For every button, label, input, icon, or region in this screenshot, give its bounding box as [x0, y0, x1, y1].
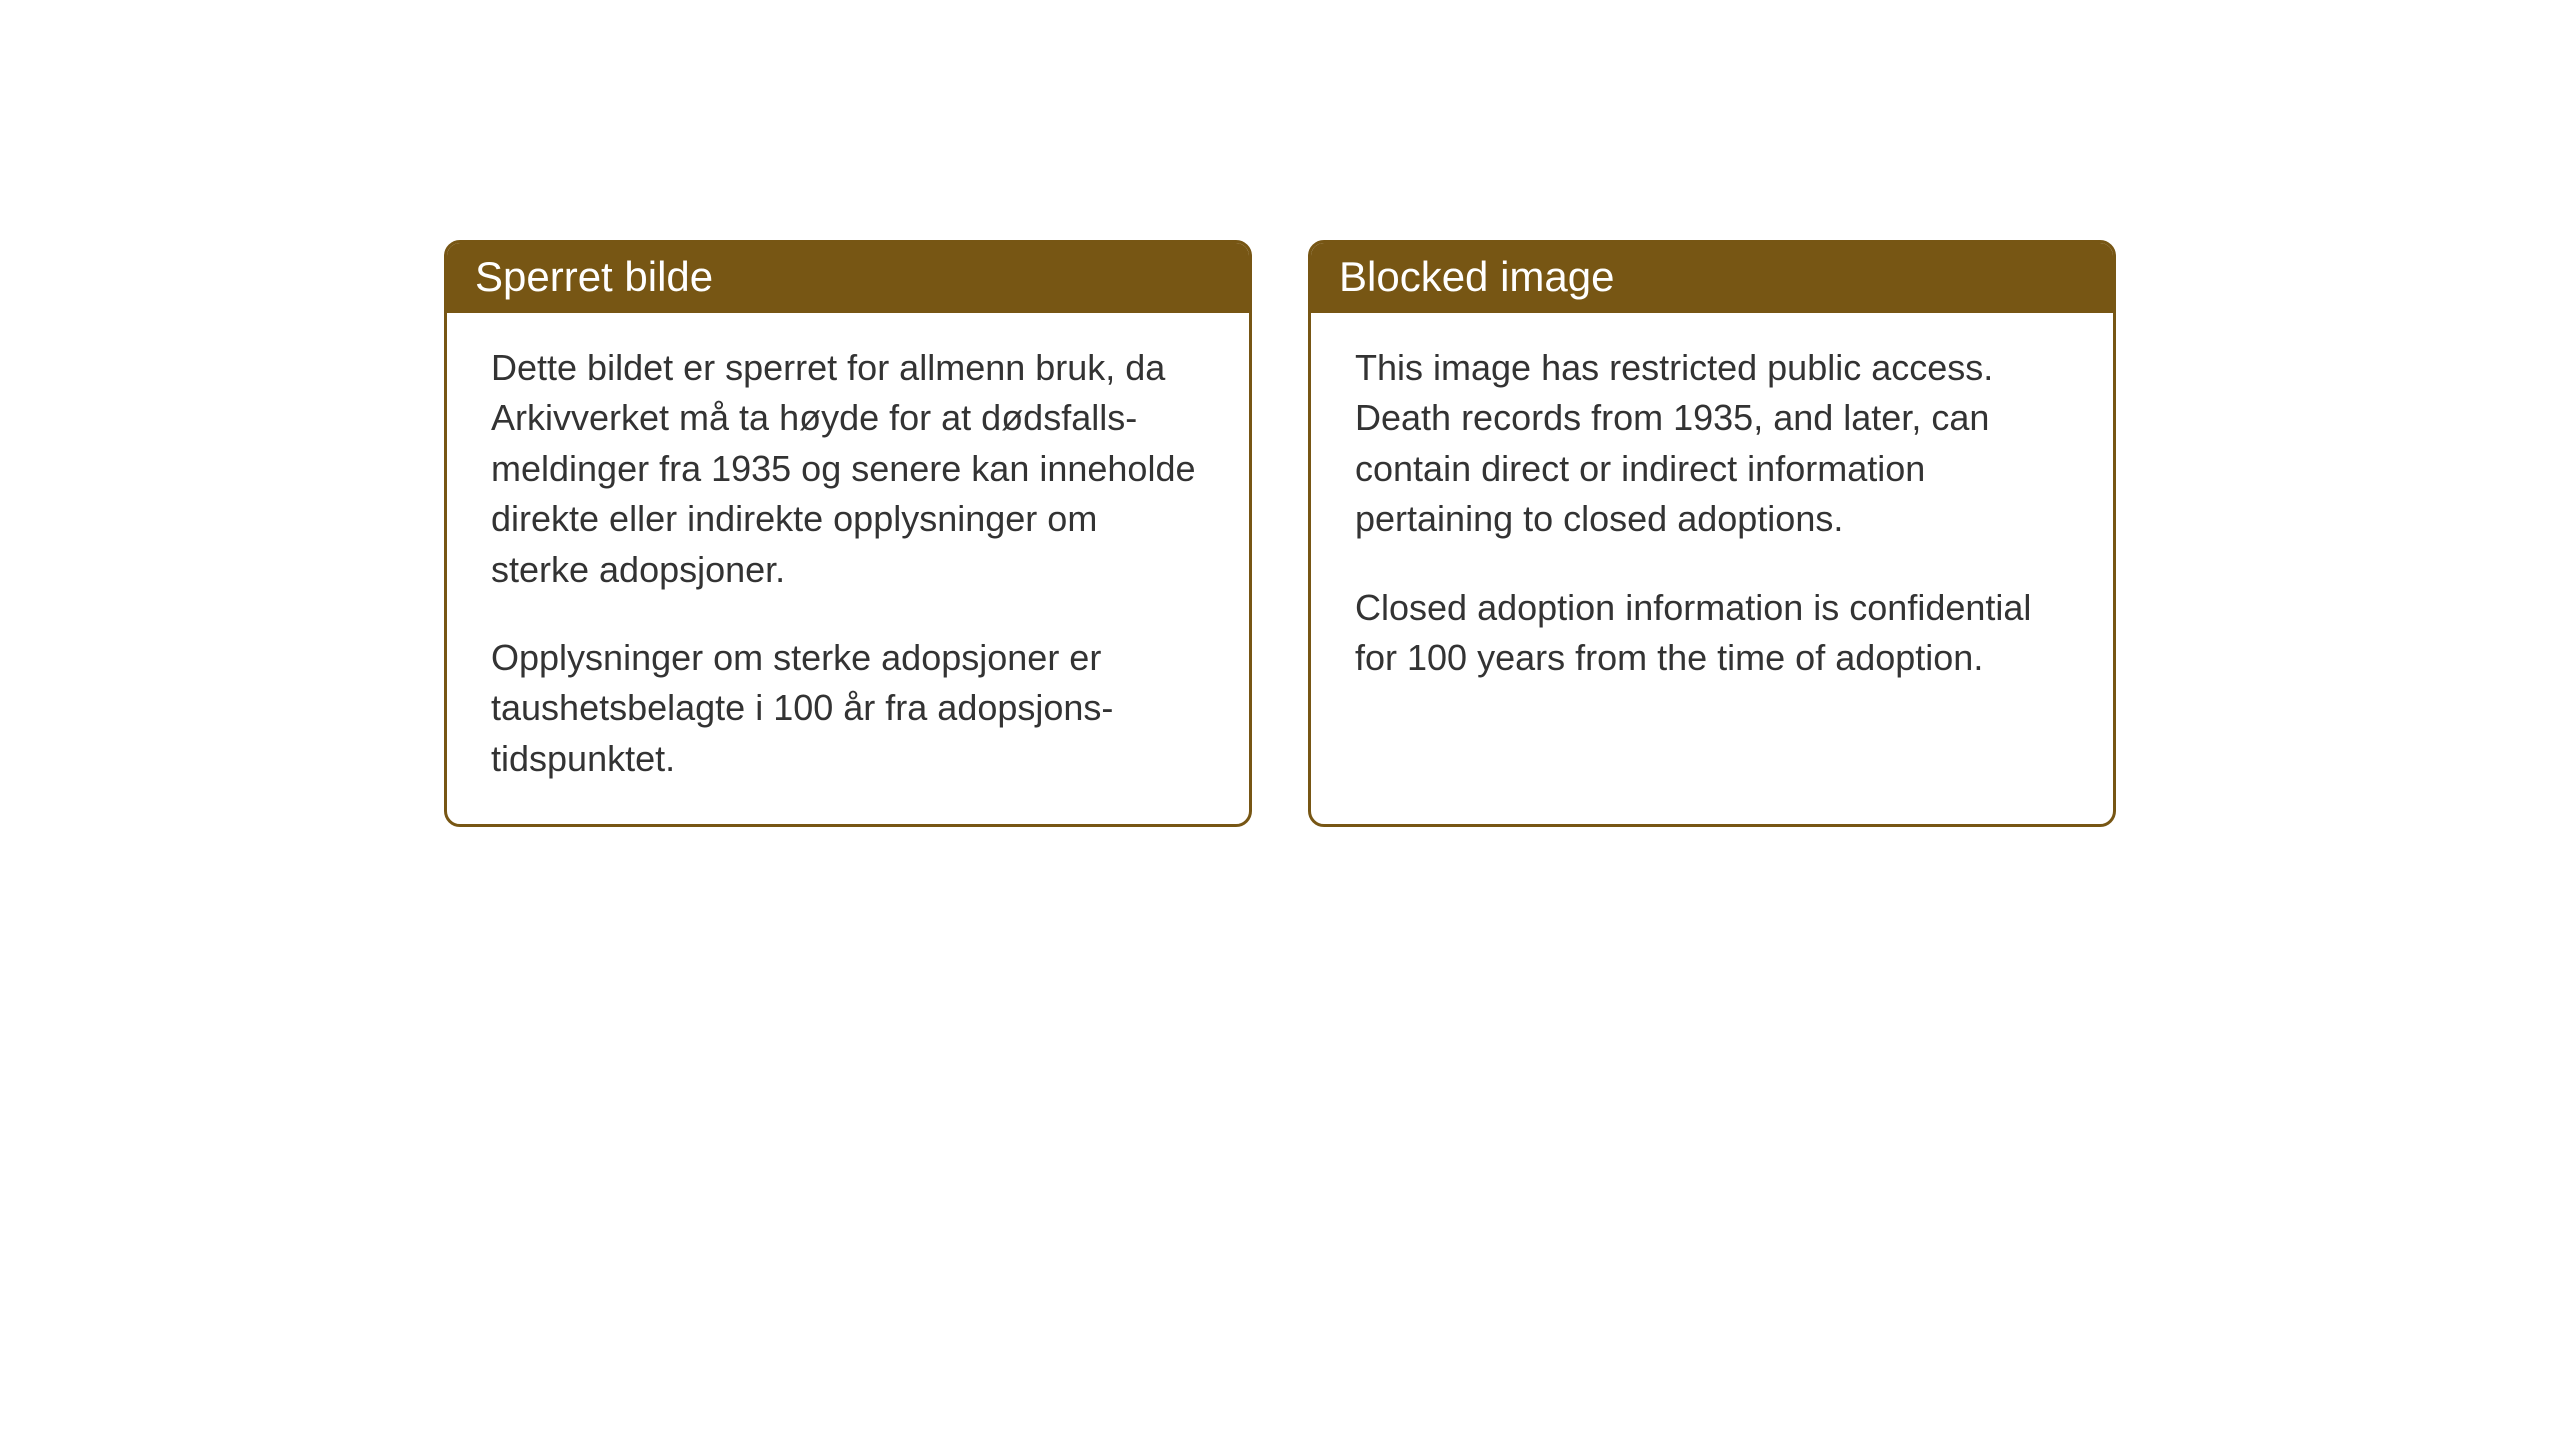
- english-card-body: This image has restricted public access.…: [1311, 313, 2113, 723]
- english-paragraph-1: This image has restricted public access.…: [1355, 343, 2069, 545]
- english-card-title: Blocked image: [1311, 243, 2113, 313]
- english-notice-card: Blocked image This image has restricted …: [1308, 240, 2116, 827]
- english-paragraph-2: Closed adoption information is confident…: [1355, 583, 2069, 684]
- norwegian-paragraph-1: Dette bildet er sperret for allmenn bruk…: [491, 343, 1205, 595]
- norwegian-notice-card: Sperret bilde Dette bildet er sperret fo…: [444, 240, 1252, 827]
- norwegian-paragraph-2: Opplysninger om sterke adopsjoner er tau…: [491, 633, 1205, 784]
- norwegian-card-body: Dette bildet er sperret for allmenn bruk…: [447, 313, 1249, 824]
- notice-container: Sperret bilde Dette bildet er sperret fo…: [444, 240, 2116, 827]
- norwegian-card-title: Sperret bilde: [447, 243, 1249, 313]
